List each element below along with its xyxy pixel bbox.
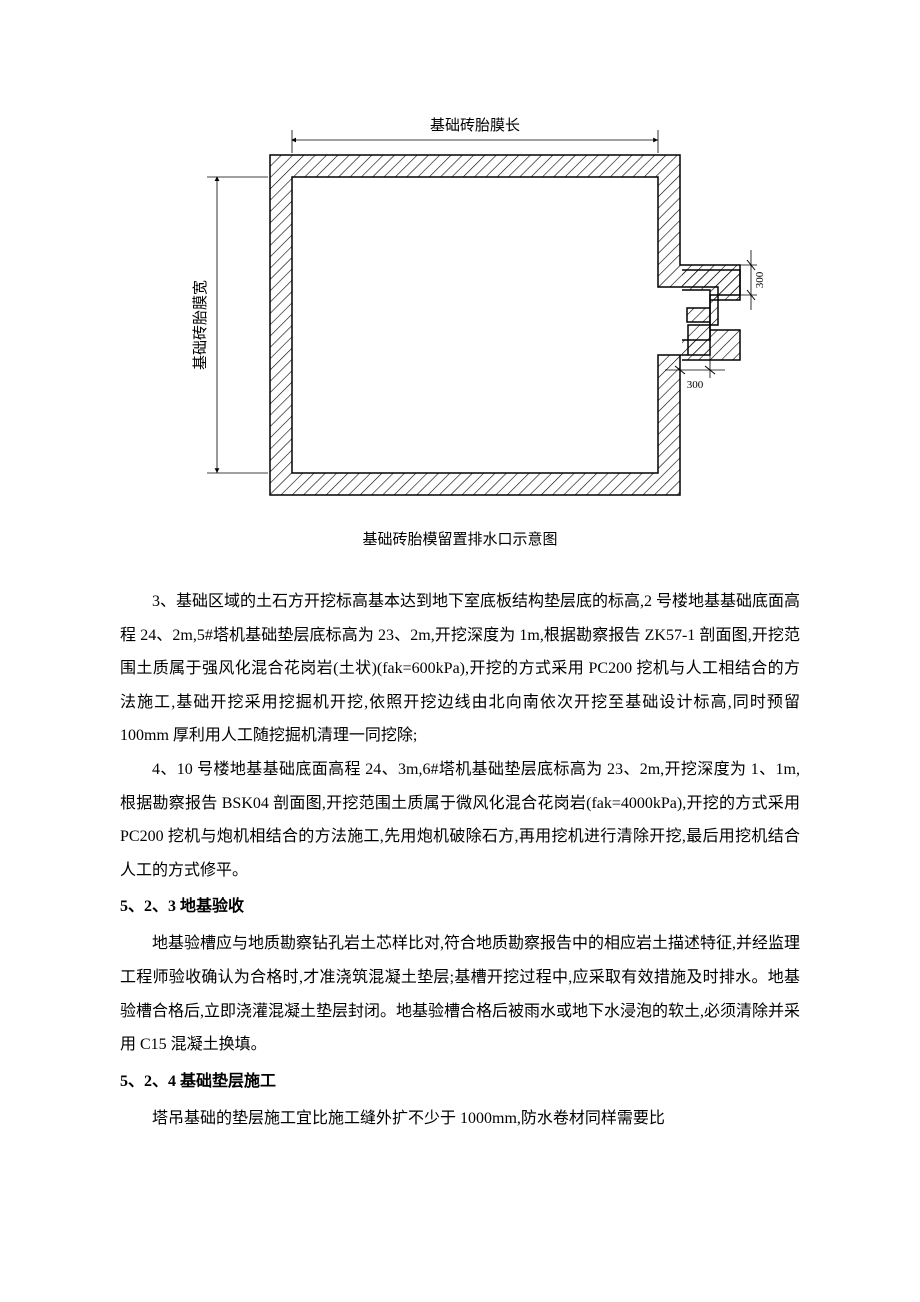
paragraph-524: 塔吊基础的垫层施工宜比施工缝外扩不少于 1000mm,防水卷材同样需要比	[120, 1102, 800, 1136]
dim-notch-horizontal: 300	[687, 379, 704, 391]
heading-523: 5、2、3 地基验收	[120, 891, 800, 923]
dim-label-top: 基础砖胎膜长	[430, 117, 520, 134]
diagram-container: 基础砖胎膜长 基础砖胎膜宽 300 300 基础砖胎模留置排水口示意图	[120, 100, 800, 555]
paragraph-4: 4、10 号楼地基基础底面高程 24、3m,6#塔机基础垫层底标高为 23、2m…	[120, 753, 800, 887]
paragraph-3: 3、基础区域的土石方开挖标高基本达到地下室底板结构垫层底的标高,2 号楼地基基础…	[120, 585, 800, 753]
paragraph-523: 地基验槽应与地质勘察钻孔岩土芯样比对,符合地质勘察报告中的相应岩土描述特征,并经…	[120, 927, 800, 1061]
dim-label-left: 基础砖胎膜宽	[192, 280, 209, 370]
heading-524: 5、2、4 基础垫层施工	[120, 1066, 800, 1098]
foundation-diagram: 基础砖胎膜长 基础砖胎膜宽 300 300	[155, 100, 765, 510]
dim-notch-vertical: 300	[754, 271, 765, 288]
diagram-caption: 基础砖胎模留置排水口示意图	[362, 525, 557, 555]
